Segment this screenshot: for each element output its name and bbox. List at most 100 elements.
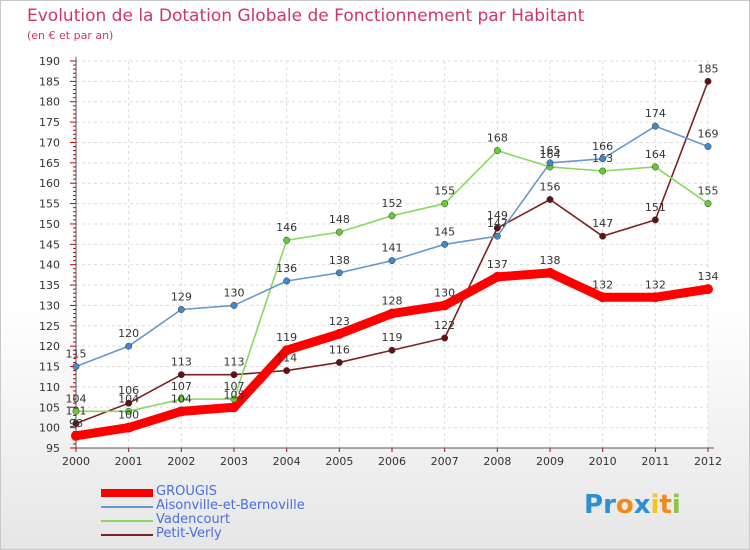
logo-letter: o — [615, 490, 634, 520]
data-point — [546, 159, 554, 167]
logo-letter: t — [659, 490, 672, 520]
x-tick-label: 2008 — [483, 455, 511, 468]
data-label: 113 — [171, 356, 192, 369]
data-label: 123 — [329, 315, 350, 328]
data-label: 141 — [382, 242, 403, 255]
data-label: 164 — [645, 148, 666, 161]
y-tick-label: 120 — [39, 340, 60, 353]
data-label: 104 — [66, 392, 87, 405]
data-label: 113 — [224, 356, 245, 369]
data-label: 147 — [487, 217, 508, 230]
y-tick-label: 130 — [39, 299, 60, 312]
logo-letter: P — [584, 490, 604, 520]
y-tick-label: 125 — [39, 320, 60, 333]
data-label: 107 — [224, 380, 245, 393]
data-point — [125, 342, 133, 350]
data-point — [335, 359, 343, 366]
data-point — [123, 422, 134, 433]
data-label: 151 — [645, 201, 666, 214]
data-label: 120 — [118, 327, 139, 340]
data-label: 152 — [382, 197, 403, 210]
data-label: 137 — [487, 258, 508, 271]
data-point — [387, 308, 397, 319]
data-label: 168 — [487, 132, 508, 145]
x-tick-label: 2006 — [378, 455, 406, 468]
data-point — [599, 167, 607, 175]
data-label: 136 — [276, 262, 297, 275]
x-tick-label: 2000 — [62, 455, 90, 468]
x-tick-label: 2009 — [536, 455, 564, 468]
data-label: 132 — [645, 278, 666, 291]
data-point — [281, 345, 292, 356]
y-tick-label: 145 — [39, 238, 60, 251]
data-label: 100 — [118, 409, 139, 422]
legend-label: GROUGIS — [156, 484, 218, 499]
data-point — [599, 232, 607, 240]
chart-title: Evolution de la Dotation Globale de Fonc… — [27, 6, 585, 26]
data-label: 119 — [276, 331, 297, 344]
x-tick-label: 2007 — [431, 455, 459, 468]
x-tick-label: 2011 — [641, 455, 669, 468]
data-point — [388, 346, 396, 354]
data-point — [72, 407, 80, 415]
data-point — [441, 200, 449, 208]
x-tick-label: 2012 — [694, 455, 722, 468]
data-label: 129 — [171, 290, 192, 303]
data-point — [71, 430, 81, 441]
data-point — [176, 406, 187, 417]
data-label: 115 — [66, 348, 87, 361]
data-point — [229, 402, 239, 413]
legend-label: Vadencourt — [156, 512, 231, 527]
data-point — [493, 147, 501, 155]
data-point — [651, 122, 659, 130]
data-point — [439, 300, 450, 311]
y-tick-label: 105 — [39, 401, 60, 414]
data-label: 169 — [698, 128, 719, 141]
chart-subtitle: (en € et par an) — [27, 29, 114, 42]
data-point — [704, 77, 712, 85]
data-label: 155 — [434, 185, 455, 198]
data-point — [177, 306, 185, 313]
y-tick-label: 115 — [39, 361, 60, 374]
logo-letter: r — [603, 490, 616, 520]
data-point — [650, 292, 661, 303]
data-label: 104 — [171, 392, 192, 405]
y-tick-label: 170 — [39, 136, 60, 149]
x-tick-label: 2003 — [220, 455, 248, 468]
data-point — [597, 292, 608, 303]
data-label: 174 — [645, 107, 666, 120]
data-label: 165 — [540, 144, 561, 157]
y-tick-label: 150 — [39, 218, 60, 231]
data-label: 105 — [224, 388, 245, 401]
data-label: 147 — [592, 217, 613, 230]
proxiti-logo: Proxiti — [584, 490, 681, 520]
data-label: 114 — [276, 352, 297, 365]
data-point — [546, 196, 554, 203]
y-tick-label: 135 — [39, 279, 60, 292]
data-point — [493, 224, 501, 232]
data-label: 98 — [69, 417, 83, 430]
y-tick-label: 160 — [39, 177, 60, 190]
legend-label: Petit-Verly — [156, 526, 222, 541]
x-tick-label: 2010 — [589, 455, 617, 468]
data-point — [704, 200, 712, 208]
data-point — [283, 236, 291, 244]
data-label: 132 — [592, 278, 613, 291]
y-tick-label: 185 — [39, 75, 60, 88]
logo-letter: x — [633, 490, 651, 520]
data-point — [72, 420, 80, 428]
data-point — [388, 257, 396, 265]
y-tick-label: 175 — [39, 116, 60, 129]
data-point — [335, 269, 343, 277]
data-label: 145 — [434, 225, 455, 238]
legend-label: Aisonville-et-Bernoville — [156, 498, 305, 513]
y-tick-label: 110 — [39, 381, 60, 394]
data-label: 138 — [540, 254, 561, 267]
data-label: 104 — [118, 392, 139, 405]
data-label: 119 — [382, 331, 403, 344]
x-tick-label: 2001 — [115, 455, 143, 468]
y-tick-label: 155 — [39, 198, 60, 211]
data-label: 166 — [592, 140, 613, 153]
data-point — [388, 212, 396, 220]
